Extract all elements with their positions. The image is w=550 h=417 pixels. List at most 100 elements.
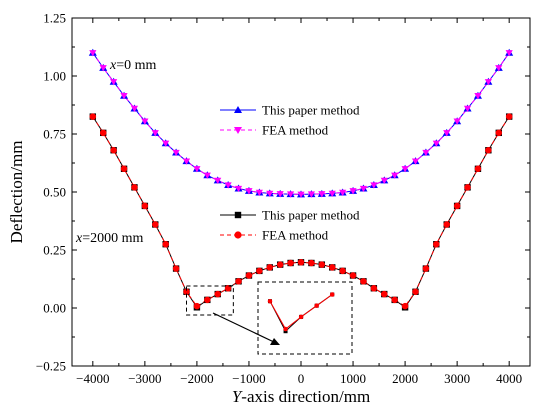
data-point-g1-s1 (318, 261, 326, 268)
data-point-g1-s1 (360, 278, 367, 285)
data-point-g1-s1 (256, 267, 263, 275)
data-point-g0-s1 (110, 79, 118, 86)
data-point-g1-s1 (339, 267, 346, 275)
data-point-g1-s1 (141, 202, 149, 210)
inset-point-s1 (283, 326, 288, 332)
data-point-g0-s1 (172, 149, 180, 157)
data-point-g1-s1 (224, 285, 232, 292)
legend-label: FEA method (262, 228, 329, 243)
data-point-g1-s1 (235, 278, 242, 285)
data-point-g1-s1 (412, 288, 419, 296)
y-tick-label: 0.25 (43, 243, 66, 258)
data-point-g0-s1 (89, 50, 97, 57)
data-point-g1-s1 (370, 285, 378, 292)
data-point-g0-s1 (318, 191, 326, 198)
y-tick-label: 0.50 (43, 185, 66, 200)
data-point-g0-s1 (276, 191, 284, 198)
data-point-g0-s1 (370, 182, 378, 189)
data-point-g0-s1 (203, 172, 211, 179)
legend-label: FEA method (262, 123, 329, 138)
data-point-g0-s1 (422, 149, 430, 157)
data-point-g1-s1 (193, 302, 201, 310)
data-point-g1-s1 (505, 113, 513, 120)
data-point-g1-s1 (266, 264, 274, 271)
data-point-g1-s1 (120, 165, 128, 173)
series-line-g0-s1 (92, 52, 510, 195)
data-point-g0-s1 (245, 188, 253, 195)
x-tick-label: 2000 (392, 371, 418, 386)
y-tick-label: 1.25 (43, 11, 66, 26)
data-point-g0-s1 (359, 185, 368, 193)
legend-marker (234, 211, 242, 219)
data-point-g1-s1 (328, 264, 336, 271)
data-point-g0-s1 (463, 105, 472, 113)
data-point-g0-s1 (286, 191, 295, 198)
data-point-g0-s1 (495, 65, 503, 72)
data-point-g1-s1 (297, 259, 305, 266)
data-point-g0-s1 (453, 118, 461, 125)
data-point-g1-s1 (162, 240, 169, 248)
data-point-g1-s1 (485, 147, 492, 154)
legend-marker (234, 106, 242, 113)
y-tick-label: 1.00 (43, 69, 66, 84)
data-point-g0-s1 (349, 188, 357, 195)
data-point-g1-s1 (99, 129, 107, 137)
data-point-g0-s1 (214, 177, 222, 184)
data-point-g0-s1 (120, 93, 128, 100)
data-point-g0-s1 (443, 130, 451, 137)
data-point-g0-s1 (474, 93, 482, 100)
y-tick-label: −0.25 (36, 359, 66, 374)
inset-point-s1 (314, 303, 319, 308)
x-tick-label: −4000 (76, 371, 109, 386)
data-point-g1-s1 (433, 240, 440, 248)
data-point-g0-s1 (432, 140, 440, 147)
data-point-g1-s1 (349, 272, 357, 279)
data-point-g0-s1 (130, 105, 139, 113)
y-tick-label: 0.00 (43, 301, 66, 316)
x-tick-label: −2000 (180, 371, 213, 386)
data-point-g0-s1 (380, 177, 388, 184)
x-tick-label: 3000 (444, 371, 470, 386)
data-point-g0-s1 (234, 185, 243, 193)
curve-annotation-1: x=2000 mm (75, 231, 144, 246)
data-point-g1-s1 (464, 184, 471, 191)
data-point-g0-s1 (297, 191, 305, 198)
x-tick-label: 0 (298, 371, 305, 386)
legend-label: This paper method (262, 208, 360, 223)
zoom-arrow-line (212, 312, 277, 344)
data-point-g1-s1 (131, 184, 138, 191)
data-point-g0-s1 (151, 130, 159, 137)
x-tick-label: −1000 (232, 371, 265, 386)
data-point-g0-s1 (182, 158, 191, 165)
data-point-g0-s1 (255, 189, 263, 197)
data-point-g1-s1 (214, 290, 221, 298)
inset-point-s1 (298, 314, 304, 320)
data-point-g0-s1 (401, 166, 409, 173)
data-point-g1-s1 (204, 296, 211, 304)
data-point-g1-s1 (110, 147, 117, 154)
y-axis-title: Deflection/mm (7, 141, 26, 244)
data-point-g1-s1 (381, 290, 388, 298)
data-point-g1-s1 (474, 165, 482, 173)
zoom-region-box (186, 285, 234, 316)
legend-marker (234, 231, 242, 239)
data-point-g1-s1 (308, 259, 315, 267)
x-tick-label: −3000 (128, 371, 161, 386)
data-point-g1-s1 (245, 272, 253, 279)
data-point-g0-s1 (141, 118, 149, 125)
data-point-g0-s1 (411, 158, 420, 165)
data-point-g1-s1 (422, 265, 430, 272)
data-point-g0-s1 (339, 189, 347, 197)
data-point-g0-s1 (224, 182, 232, 189)
data-point-g1-s1 (401, 302, 409, 310)
curve-annotation-0: x=0 mm (109, 58, 157, 73)
data-point-g0-s1 (266, 190, 274, 197)
data-point-g0-s1 (484, 79, 492, 86)
data-point-g0-s1 (391, 172, 399, 179)
x-axis-title: Y-axis direction/mm (232, 387, 370, 406)
data-point-g1-s1 (495, 129, 503, 137)
data-point-g1-s1 (287, 259, 294, 267)
data-point-g1-s1 (89, 113, 97, 120)
x-tick-label: 4000 (496, 371, 522, 386)
